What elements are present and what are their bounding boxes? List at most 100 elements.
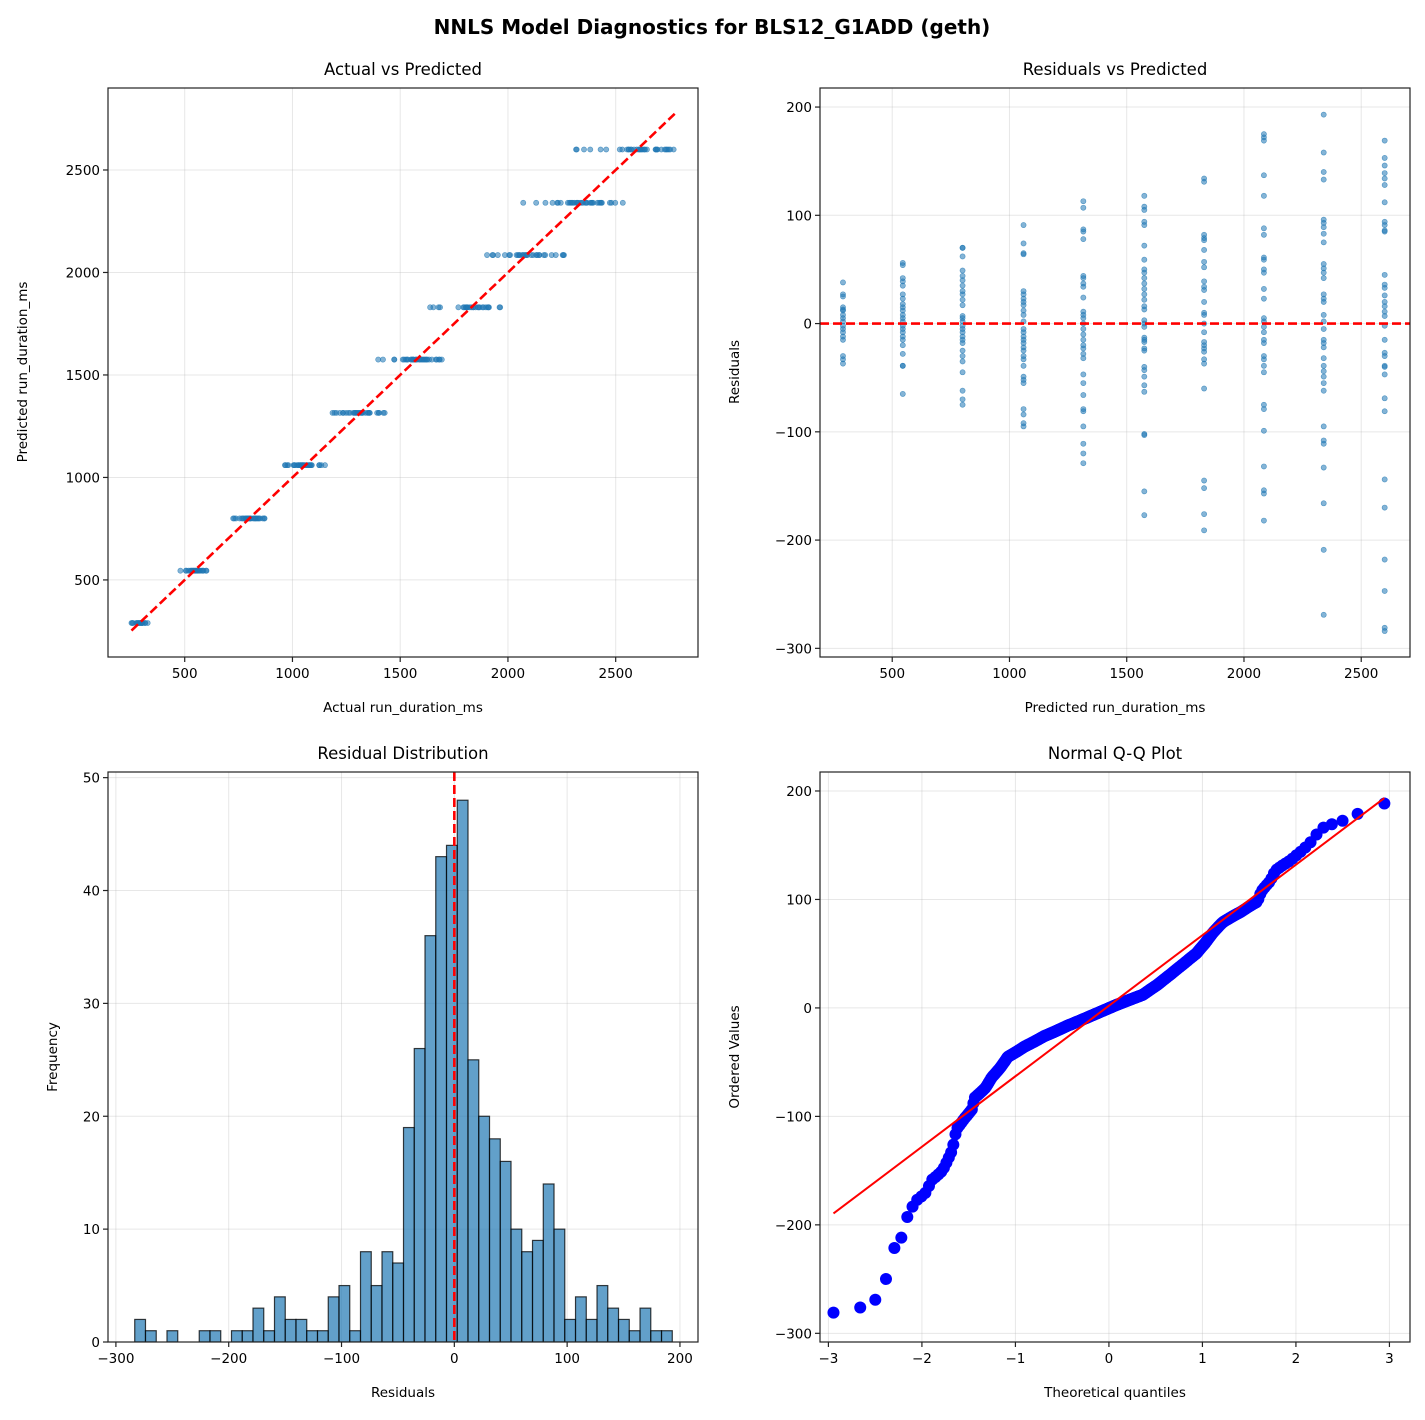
data-point [1141, 256, 1148, 263]
data-point [427, 304, 434, 311]
data-point [1141, 323, 1148, 330]
data-point [1320, 269, 1327, 276]
data-point [1141, 367, 1148, 374]
data-point [1320, 355, 1327, 362]
y-tick-label: −300 [775, 1326, 812, 1342]
data-point [494, 252, 501, 258]
data-point [840, 360, 846, 367]
data-point [573, 146, 579, 153]
data-point [1261, 192, 1267, 199]
histogram-bar [585, 1318, 598, 1342]
x-tick-label: −1 [1005, 1351, 1025, 1367]
data-point [1141, 488, 1148, 495]
subplot-title: Normal Q-Q Plot [1048, 744, 1183, 763]
data-point [959, 253, 966, 260]
data-point [1381, 504, 1388, 511]
subplot-normal-qq: Normal Q-Q Plot Theoretical quantiles Or… [727, 744, 1186, 1401]
data-point [1261, 362, 1267, 369]
data-point [899, 295, 906, 302]
data-point [603, 146, 610, 153]
histogram-bar [349, 1330, 362, 1342]
data-point [1381, 395, 1388, 402]
x-tick-label: 2000 [491, 666, 525, 682]
data-point [1201, 278, 1208, 285]
qq-point [1336, 814, 1349, 827]
histogram-bar [295, 1318, 308, 1342]
histogram-bar [338, 1284, 351, 1342]
x-tick-label: 2 [1292, 1351, 1301, 1367]
data-point [1080, 440, 1087, 447]
y-tick-label: 500 [74, 573, 100, 589]
data-point [959, 387, 966, 394]
data-point [1320, 423, 1327, 430]
data-point [1381, 588, 1388, 594]
qq-point [1378, 797, 1391, 810]
subplot-title: Actual vs Predicted [324, 60, 482, 79]
data-point [496, 304, 503, 311]
axes-residual_distribution: −300 −200 −100 0 100 200 0 10 20 30 40 50 [83, 771, 699, 1367]
histogram-bar [424, 935, 437, 1342]
qq-point [901, 1211, 914, 1224]
data-point [899, 362, 906, 369]
data-point [1261, 329, 1267, 336]
data-point [1261, 172, 1267, 179]
data-point [1320, 176, 1327, 183]
qq-point [827, 1306, 840, 1319]
histogram-bar [284, 1318, 297, 1342]
data-point [899, 342, 906, 349]
data-point [959, 369, 966, 376]
data-point [183, 567, 189, 574]
x-axis-label: Actual run_duration_ms [323, 700, 483, 716]
data-point [1201, 258, 1208, 265]
data-point [1020, 240, 1027, 247]
data-point [1320, 373, 1327, 380]
data-point [374, 409, 381, 416]
y-tick-label: 1500 [66, 368, 100, 384]
data-point [1320, 111, 1327, 118]
data-point [1320, 440, 1327, 447]
x-tick-label: 1500 [1110, 666, 1144, 682]
data-point [1320, 611, 1327, 618]
data-point [959, 340, 966, 346]
data-point [1381, 155, 1388, 161]
qq-point [947, 1138, 960, 1151]
data-point [1201, 287, 1208, 293]
data-point [1381, 363, 1388, 370]
data-point [1320, 326, 1327, 332]
data-point [959, 267, 966, 274]
histogram-bar [241, 1330, 254, 1342]
data-point [1261, 406, 1267, 412]
y-axis-label: Frequency [45, 1022, 61, 1092]
histogram-bar [564, 1318, 577, 1342]
data-point [959, 296, 966, 303]
data-point [899, 262, 906, 269]
y-tick-label: 200 [786, 784, 812, 800]
y-axis-label: Residuals [727, 340, 743, 404]
data-point [1201, 360, 1208, 367]
data-point [1261, 340, 1267, 346]
data-point [380, 356, 386, 363]
data-point [1261, 323, 1267, 330]
histogram-bar [531, 1239, 544, 1342]
data-point [1261, 356, 1267, 363]
data-point [1320, 239, 1327, 246]
data-point [1080, 236, 1087, 243]
axes-frame [819, 87, 1411, 658]
histogram-bar [402, 1126, 415, 1342]
data-point [1381, 271, 1388, 278]
data-point [1320, 275, 1327, 281]
data-point [1201, 485, 1208, 492]
data-point [899, 282, 906, 289]
data-point [959, 302, 966, 309]
data-point [1320, 344, 1327, 351]
y-tick-label: 20 [83, 1109, 100, 1125]
data-point [548, 252, 555, 258]
data-point [455, 304, 462, 311]
data-point [1261, 269, 1267, 276]
data-point [1080, 423, 1087, 430]
histogram-bar [435, 856, 448, 1342]
data-point [1080, 283, 1087, 290]
data-point [840, 336, 846, 343]
data-point [520, 199, 527, 206]
data-point [391, 356, 398, 363]
